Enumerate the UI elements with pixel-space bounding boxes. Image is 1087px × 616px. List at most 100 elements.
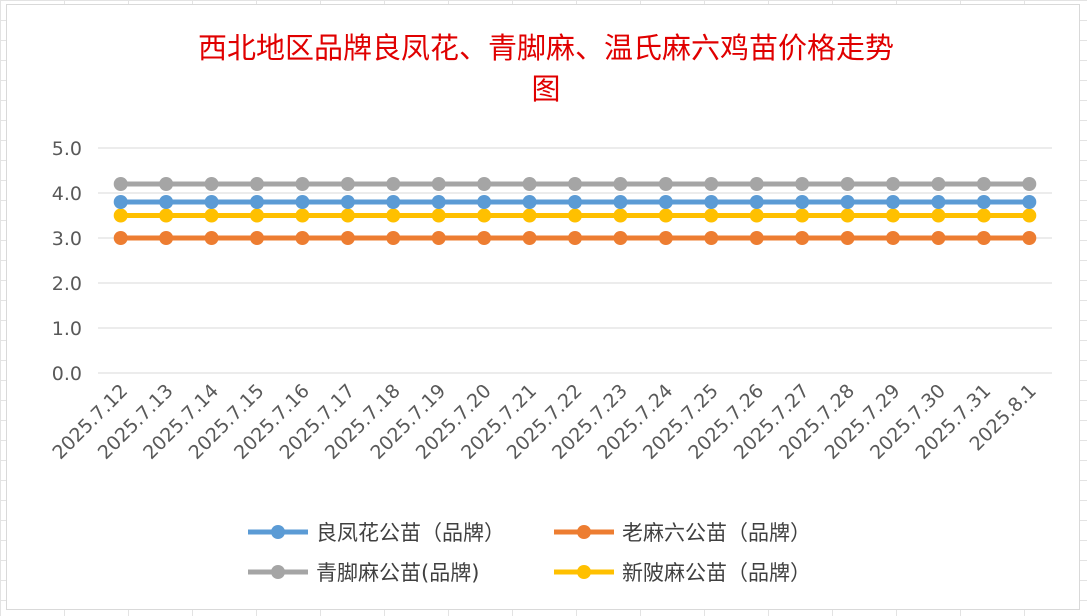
data-point [1022,177,1037,191]
data-point [976,177,991,191]
y-tick-label: 3.0 [52,228,82,250]
data-point [613,177,628,191]
data-point [250,177,264,191]
data-point [204,231,219,245]
data-point [568,177,582,191]
data-point [704,195,719,209]
data-point [159,195,174,209]
legend-swatch-marker [271,525,285,539]
data-point [522,208,537,223]
x-axis-tick-labels: 2025.7.122025.7.132025.7.142025.7.152025… [48,380,1041,464]
data-point [431,231,446,245]
series-3 [113,177,1037,191]
data-point [931,208,946,223]
data-point [113,177,128,191]
data-point [477,177,492,191]
data-point [386,177,401,191]
chart-title-line-2: 图 [531,72,560,106]
legend-item[interactable]: 良凤花公苗（品牌） [248,521,505,545]
data-point [886,208,900,223]
data-point [522,195,537,209]
data-point [658,231,673,245]
legend-label: 青脚麻公苗(品牌) [316,561,479,585]
chart-frame[interactable] [6,4,1080,610]
data-point [386,208,401,223]
legend-label: 新陂麻公苗（品牌） [622,561,811,585]
data-point [886,195,900,209]
data-point [931,195,946,209]
data-point [431,177,446,191]
legend-item[interactable]: 老麻六公苗（品牌） [554,521,811,545]
data-point [431,208,446,223]
y-tick-label: 1.0 [52,318,82,340]
data-point [250,195,264,209]
legend-item[interactable]: 青脚麻公苗(品牌) [248,561,479,585]
data-point [386,195,401,209]
data-point [295,231,310,245]
data-point [976,195,991,209]
data-point [522,231,537,245]
data-point [113,231,128,245]
data-point [931,231,946,245]
data-point [431,195,446,209]
data-point [568,208,582,223]
data-point [613,195,628,209]
data-point [113,208,128,223]
data-point [976,231,991,245]
data-point [204,177,219,191]
data-point [204,208,219,223]
series-1 [113,195,1037,209]
y-tick-label: 4.0 [52,183,82,205]
data-point [976,208,991,223]
legend-label: 老麻六公苗（品牌） [622,521,811,545]
data-point [295,195,310,209]
data-point [704,177,719,191]
data-point [658,208,673,223]
legend-swatch-marker [577,565,591,579]
data-point [295,208,310,223]
data-point [886,231,900,245]
series-4 [113,208,1037,223]
data-point [568,231,582,245]
data-point [250,231,264,245]
data-point [340,231,355,245]
data-point [749,208,764,223]
data-point [1022,208,1037,223]
data-point [250,208,264,223]
data-point [795,177,810,191]
series-2 [113,231,1037,245]
data-point [840,177,855,191]
y-tick-label: 0.0 [52,363,82,385]
data-point [340,177,355,191]
data-point [749,177,764,191]
legend-swatch-marker [577,525,591,539]
data-point [477,208,492,223]
data-point [795,231,810,245]
series-group [113,177,1037,245]
y-axis-tick-labels: 0.0 1.0 2.0 3.0 4.0 5.0 [52,138,82,385]
data-point [840,231,855,245]
data-point [749,231,764,245]
legend-item[interactable]: 新陂麻公苗（品牌） [554,561,811,585]
data-point [704,231,719,245]
data-point [613,231,628,245]
data-point [658,177,673,191]
data-point [795,208,810,223]
data-point [1022,231,1037,245]
legend-label: 良凤花公苗（品牌） [316,521,505,545]
data-point [795,195,810,209]
data-point [113,195,128,209]
data-point [477,195,492,209]
data-point [159,208,174,223]
data-point [704,208,719,223]
data-point [658,195,673,209]
data-point [204,195,219,209]
data-point [886,177,900,191]
chart-title-line-1: 西北地区品牌良凤花、青脚麻、温氏麻六鸡苗价格走势 [198,31,894,65]
data-point [840,195,855,209]
data-point [568,195,582,209]
data-point [386,231,401,245]
data-point [613,208,628,223]
data-point [477,231,492,245]
